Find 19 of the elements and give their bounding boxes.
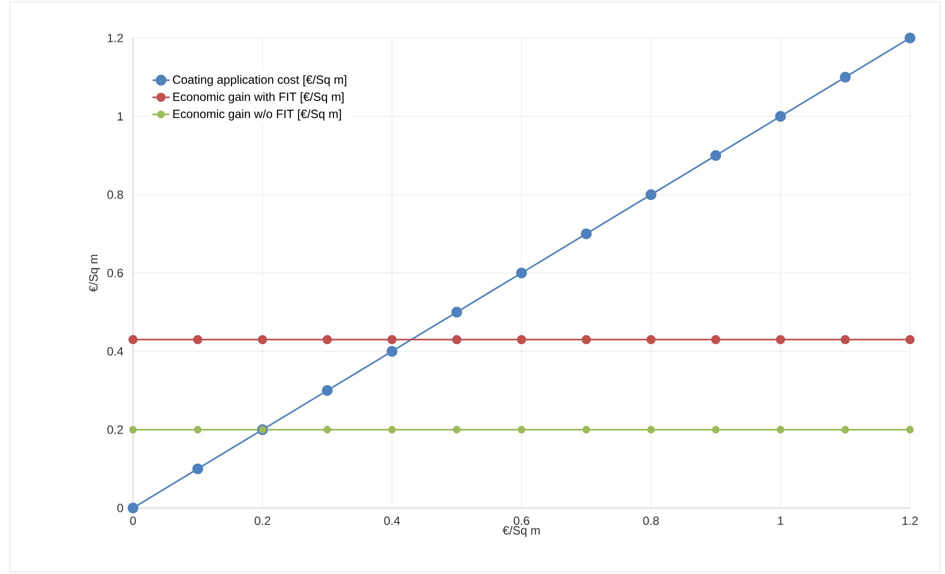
x-tick-label: 1 xyxy=(778,516,784,525)
x-tick-label: 0.2 xyxy=(254,516,270,525)
x-tick-label: 0.6 xyxy=(514,516,530,525)
legend-label: Economic gain w/o FIT [€/Sq m] xyxy=(173,109,341,120)
y-axis-title: €/Sq m xyxy=(88,254,100,292)
y-tick-label: 0.2 xyxy=(107,425,123,434)
x-tick-label: 0 xyxy=(130,516,136,525)
y-tick-label: 0 xyxy=(117,504,124,512)
y-tick-label: 0.6 xyxy=(107,268,123,278)
x-tick-label: 1.2 xyxy=(902,516,918,525)
y-tick-label: 1.2 xyxy=(108,34,123,42)
x-tick-label: 0.4 xyxy=(384,516,400,525)
y-tick-label: 0.4 xyxy=(107,347,124,356)
y-tick-label: 0.8 xyxy=(107,190,123,199)
x-tick-label: 0.8 xyxy=(643,516,659,525)
y-tick-label: 1 xyxy=(118,112,123,120)
legend-label: Economic gain with FIT [€/Sq m] xyxy=(173,92,344,104)
x-axis-title: €/Sq m xyxy=(502,526,540,537)
legend-label: Coating application cost [€/Sq m] xyxy=(172,75,346,86)
